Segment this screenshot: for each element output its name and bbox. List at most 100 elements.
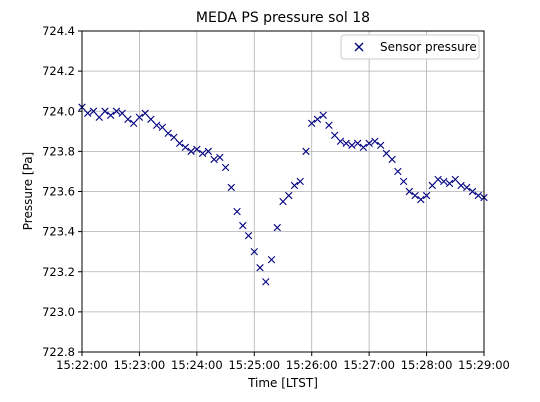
data-point-stroke bbox=[348, 141, 356, 150]
data-point bbox=[468, 187, 477, 196]
legend-marker-stroke bbox=[354, 42, 364, 52]
data-point bbox=[141, 109, 149, 117]
data-point bbox=[262, 278, 270, 286]
data-point bbox=[84, 109, 92, 117]
data-point bbox=[279, 197, 287, 206]
data-point bbox=[434, 175, 442, 184]
data-point-stroke bbox=[158, 123, 167, 131]
data-point bbox=[296, 177, 304, 186]
data-point bbox=[285, 191, 293, 200]
data-point bbox=[187, 147, 195, 156]
data-point bbox=[319, 111, 327, 119]
data-point-stroke bbox=[468, 187, 477, 196]
data-point bbox=[474, 191, 482, 200]
x-tick-label: 15:22:00 bbox=[56, 358, 108, 372]
data-point-stroke bbox=[101, 107, 109, 115]
data-point-stroke bbox=[147, 115, 155, 123]
data-point-stroke bbox=[376, 141, 385, 150]
data-point bbox=[107, 111, 115, 119]
data-point-stroke bbox=[141, 109, 149, 117]
data-point bbox=[428, 181, 437, 190]
data-point-stroke bbox=[388, 155, 396, 164]
data-point bbox=[158, 123, 167, 131]
data-point bbox=[411, 191, 419, 200]
data-point-stroke bbox=[129, 119, 138, 127]
data-point bbox=[342, 139, 350, 148]
data-point-stroke bbox=[135, 113, 144, 121]
data-point-stroke bbox=[308, 119, 316, 127]
data-point bbox=[175, 139, 184, 148]
data-point bbox=[336, 137, 345, 146]
y-tick-label: 724.2 bbox=[42, 64, 75, 78]
data-point-stroke bbox=[112, 107, 121, 115]
data-point bbox=[353, 139, 362, 148]
data-point-stroke bbox=[411, 191, 419, 200]
x-axis-label: Time [LTST] bbox=[247, 376, 318, 390]
legend-marker-x-icon bbox=[354, 42, 364, 52]
data-point-stroke bbox=[279, 197, 287, 206]
data-point bbox=[348, 141, 356, 150]
data-point bbox=[308, 119, 316, 127]
data-point-stroke bbox=[285, 191, 293, 200]
data-point-stroke bbox=[118, 109, 126, 117]
data-point-stroke bbox=[319, 111, 327, 119]
data-point bbox=[330, 131, 339, 140]
x-tick-label: 15:27:00 bbox=[343, 358, 395, 372]
data-point bbox=[405, 187, 414, 196]
data-point-stroke bbox=[256, 264, 264, 272]
data-point-stroke bbox=[233, 207, 241, 216]
y-tick-label: 722.8 bbox=[42, 345, 75, 359]
data-point-stroke bbox=[239, 221, 247, 230]
data-point bbox=[365, 139, 373, 148]
data-point bbox=[181, 143, 190, 152]
y-axis-label: Pressure [Pa] bbox=[21, 152, 35, 230]
data-points bbox=[78, 103, 488, 286]
data-point bbox=[89, 107, 98, 115]
data-point bbox=[204, 147, 213, 156]
grid-lines bbox=[81, 30, 485, 353]
data-point bbox=[198, 149, 207, 158]
data-point-stroke bbox=[290, 181, 299, 190]
data-point bbox=[250, 247, 258, 256]
data-point-stroke bbox=[394, 167, 402, 176]
data-point-stroke bbox=[353, 139, 362, 148]
data-point bbox=[325, 121, 333, 129]
data-point-stroke bbox=[302, 147, 310, 156]
data-point bbox=[239, 221, 247, 230]
data-point-stroke bbox=[95, 113, 103, 121]
data-point-stroke bbox=[474, 191, 482, 200]
data-point-stroke bbox=[365, 139, 373, 148]
data-point-stroke bbox=[244, 231, 253, 240]
y-axis: 722.8 723.0 723.2 723.4 723.6 723.8 724.0 724.2… bbox=[42, 24, 82, 359]
data-point bbox=[129, 119, 138, 127]
data-point-stroke bbox=[440, 177, 448, 186]
data-point bbox=[422, 191, 431, 200]
x-tick-label: 15:29:00 bbox=[458, 358, 510, 372]
data-point-stroke bbox=[210, 155, 218, 164]
x-tick-label: 15:24:00 bbox=[171, 358, 223, 372]
data-point-stroke bbox=[428, 181, 437, 190]
data-point-stroke bbox=[313, 115, 322, 123]
data-point bbox=[244, 231, 253, 240]
data-point bbox=[313, 115, 322, 123]
data-point-stroke bbox=[463, 183, 471, 192]
legend-box bbox=[340, 34, 480, 60]
data-point-stroke bbox=[221, 163, 230, 172]
data-point bbox=[445, 179, 454, 188]
data-point-stroke bbox=[342, 139, 350, 148]
data-point bbox=[290, 181, 299, 190]
data-point-stroke bbox=[250, 247, 258, 256]
data-point-stroke bbox=[262, 278, 270, 286]
data-point bbox=[256, 264, 264, 272]
data-point-stroke bbox=[152, 121, 161, 129]
data-point-stroke bbox=[204, 147, 213, 156]
data-point bbox=[267, 256, 276, 264]
data-point-stroke bbox=[187, 147, 195, 156]
data-point bbox=[95, 113, 103, 121]
chart-title: MEDA PS pressure sol 18 bbox=[196, 10, 370, 26]
data-point bbox=[359, 143, 368, 152]
data-point bbox=[399, 177, 408, 186]
data-point-stroke bbox=[170, 133, 178, 142]
data-point-stroke bbox=[359, 143, 368, 152]
